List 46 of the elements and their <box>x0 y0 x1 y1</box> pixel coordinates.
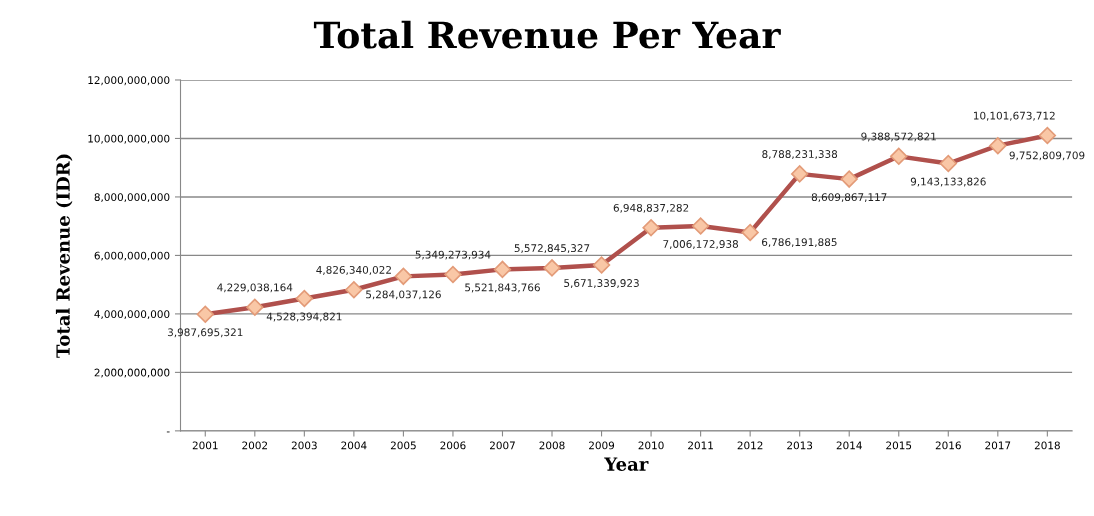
x-axis-title: Year <box>604 457 649 471</box>
x-tick-label: 2014 <box>836 441 862 450</box>
y-axis-title: Total Revenue (IDR) <box>55 154 73 358</box>
data-label: 8,788,231,338 <box>762 150 838 160</box>
data-label: 5,521,843,766 <box>465 283 540 293</box>
data-label: 9,143,133,826 <box>910 177 986 187</box>
data-label: 6,948,837,282 <box>613 203 689 213</box>
x-tick-label: 2011 <box>688 441 713 450</box>
x-tick-label: 2003 <box>291 441 317 450</box>
x-tick-label: 2007 <box>489 441 515 450</box>
x-tick-label: 2004 <box>341 441 367 450</box>
x-tick-label: 2006 <box>440 441 466 450</box>
x-tick-label: 2015 <box>886 441 912 450</box>
y-tick-label: 12,000,000,000 <box>88 76 170 86</box>
data-label: 6,786,191,885 <box>761 238 837 248</box>
x-tick-label: 2018 <box>1034 441 1060 450</box>
x-tick-label: 2001 <box>192 441 218 450</box>
x-tick-label: 2017 <box>985 441 1011 450</box>
data-label: 10,101,673,712 <box>974 111 1055 121</box>
x-tick-label: 2005 <box>390 441 416 450</box>
data-label: 7,006,172,938 <box>663 240 739 250</box>
x-tick-label: 2008 <box>539 441 565 450</box>
y-tick-label: - <box>166 431 170 433</box>
data-label: 9,752,809,709 <box>1009 151 1085 161</box>
y-tick-label: 4,000,000,000 <box>94 310 170 320</box>
y-tick-label: 2,000,000,000 <box>94 368 170 378</box>
data-label: 5,572,845,327 <box>514 244 590 254</box>
data-label: 8,609,867,117 <box>811 193 887 203</box>
x-tick-label: 2009 <box>589 441 615 450</box>
y-tick-label: 8,000,000,000 <box>94 193 170 203</box>
x-tick-label: 2013 <box>787 441 813 450</box>
y-tick-label: 6,000,000,000 <box>94 251 170 261</box>
x-tick-label: 2010 <box>638 441 664 450</box>
data-label: 3,987,695,321 <box>167 328 243 338</box>
x-tick-label: 2012 <box>737 441 763 450</box>
data-label: 4,826,340,022 <box>316 265 391 275</box>
data-label: 5,671,339,923 <box>564 279 639 289</box>
data-label: 4,528,394,821 <box>266 312 342 322</box>
y-tick-label: 10,000,000,000 <box>88 134 170 144</box>
data-label: 5,284,037,126 <box>366 290 441 300</box>
chart-title: Total Revenue Per Year <box>313 20 781 49</box>
data-label: 9,388,572,821 <box>861 132 936 142</box>
data-label: 4,229,038,164 <box>217 283 293 293</box>
data-label: 5,349,273,934 <box>415 250 491 260</box>
x-tick-label: 2016 <box>935 441 961 450</box>
x-tick-label: 2002 <box>242 441 268 450</box>
